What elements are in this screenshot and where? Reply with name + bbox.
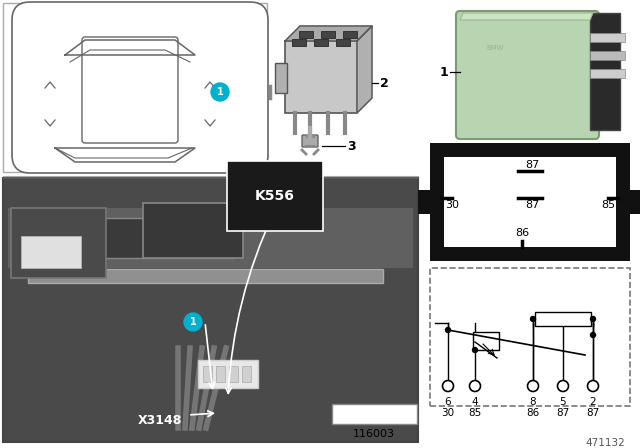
Text: 8: 8 [530, 397, 536, 407]
Circle shape [588, 380, 598, 392]
Text: 1: 1 [189, 317, 196, 327]
Circle shape [470, 380, 481, 392]
Polygon shape [357, 26, 372, 113]
Text: 2: 2 [380, 77, 388, 90]
Text: BMW: BMW [486, 45, 504, 51]
Polygon shape [460, 13, 593, 20]
Bar [590, 13, 620, 130]
Bar [216, 366, 225, 382]
Text: K556: K556 [255, 189, 295, 203]
Bar [430, 268, 630, 406]
Bar [444, 157, 616, 247]
Bar [198, 360, 258, 388]
Circle shape [184, 313, 202, 331]
FancyBboxPatch shape [12, 2, 268, 173]
Circle shape [211, 83, 229, 101]
Bar [8, 208, 413, 268]
Bar [321, 31, 335, 38]
Bar [229, 366, 238, 382]
Bar [343, 31, 357, 38]
Bar [3, 3, 267, 172]
Text: 87: 87 [586, 408, 600, 418]
Circle shape [472, 348, 477, 353]
Bar [275, 63, 287, 93]
Circle shape [531, 316, 536, 322]
Bar [418, 190, 434, 214]
Bar [11, 208, 106, 278]
Text: 4: 4 [472, 397, 478, 407]
Circle shape [591, 332, 595, 337]
Text: 116003: 116003 [353, 429, 395, 439]
Bar [430, 143, 630, 261]
Circle shape [445, 327, 451, 332]
Bar [285, 41, 357, 113]
Bar [143, 203, 243, 258]
Bar [626, 190, 640, 214]
Bar [336, 39, 350, 46]
Bar [473, 332, 499, 350]
Text: 85: 85 [601, 200, 615, 210]
Text: 2: 2 [589, 397, 596, 407]
Bar [28, 269, 383, 283]
Bar [590, 33, 625, 42]
FancyBboxPatch shape [302, 135, 318, 147]
Text: 87: 87 [556, 408, 570, 418]
Bar [21, 236, 81, 268]
Text: 86: 86 [526, 408, 540, 418]
Text: 87: 87 [525, 200, 539, 210]
Text: 85: 85 [468, 408, 482, 418]
Bar [299, 31, 313, 38]
Circle shape [591, 316, 595, 322]
Bar [203, 366, 212, 382]
Bar [3, 178, 418, 442]
Polygon shape [55, 148, 195, 162]
Bar [332, 404, 417, 424]
Polygon shape [285, 26, 372, 41]
Text: 30: 30 [442, 408, 454, 418]
Circle shape [557, 380, 568, 392]
Text: 5: 5 [560, 397, 566, 407]
Text: 471132: 471132 [585, 438, 625, 448]
Text: 6: 6 [445, 397, 451, 407]
Bar [430, 0, 640, 150]
Text: 86: 86 [515, 228, 529, 238]
Bar [33, 218, 233, 258]
Bar [535, 312, 591, 326]
Bar [314, 39, 328, 46]
Bar [590, 51, 625, 60]
Text: 1: 1 [216, 87, 223, 97]
Bar [292, 39, 306, 46]
Circle shape [527, 380, 538, 392]
Text: 1: 1 [439, 65, 448, 78]
Text: 87: 87 [525, 160, 539, 170]
Text: 30: 30 [445, 200, 459, 210]
FancyBboxPatch shape [456, 11, 599, 139]
Circle shape [442, 380, 454, 392]
Bar [242, 366, 251, 382]
Text: 3: 3 [347, 139, 356, 152]
FancyBboxPatch shape [82, 37, 178, 143]
Polygon shape [65, 40, 195, 55]
Bar [590, 69, 625, 78]
Text: X3148: X3148 [138, 414, 182, 426]
